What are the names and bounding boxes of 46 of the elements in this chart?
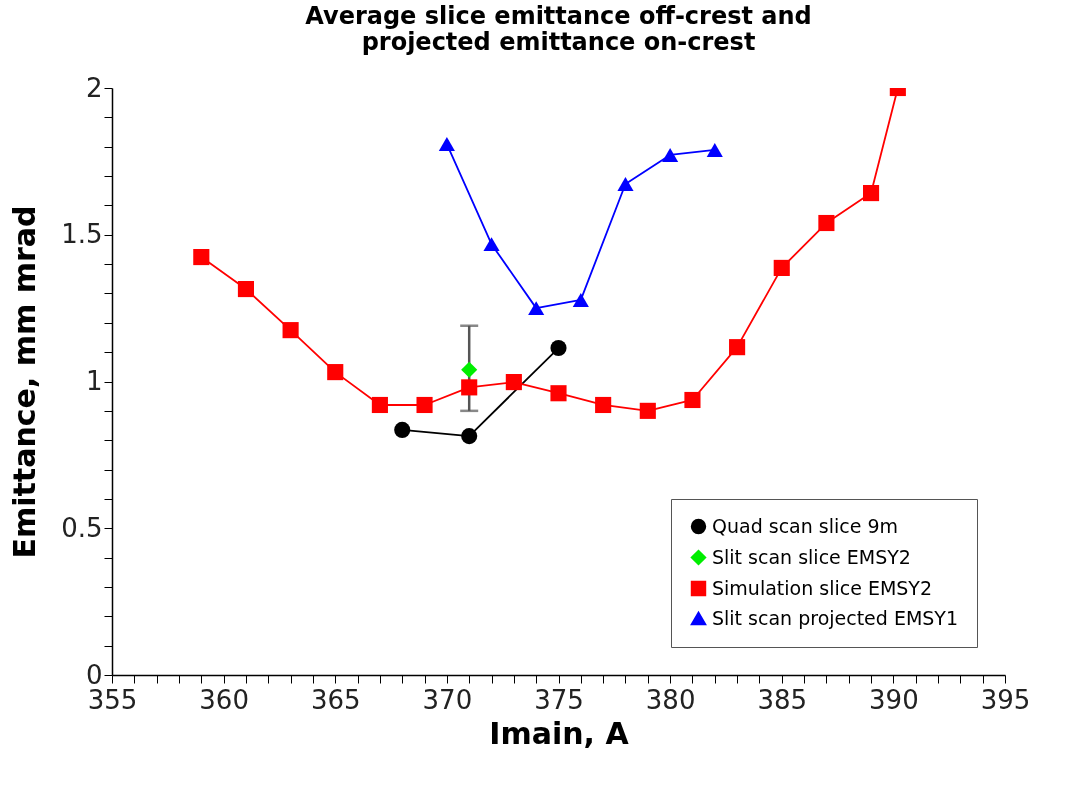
- x-tick-label: 375: [534, 684, 584, 715]
- point: [662, 147, 679, 162]
- point: [327, 364, 344, 381]
- x-tick-label: 370: [422, 684, 473, 715]
- legend-label: Quad scan slice 9m: [712, 514, 899, 537]
- y-axis-title: Emittance, mm mrad: [7, 205, 43, 559]
- y-tick-label: 2: [85, 72, 103, 103]
- x-tick-label: 385: [757, 684, 808, 715]
- point: [371, 396, 388, 414]
- y-tick-label: 1.5: [61, 219, 103, 250]
- chart-title: Average slice emittance off-crest and projected emittance on-crest: [305, 2, 812, 56]
- x-tick-label: 360: [199, 684, 249, 715]
- legend-label: Simulation slice EMSY2: [712, 576, 933, 599]
- point: [862, 185, 880, 202]
- point: [237, 280, 255, 298]
- point: [729, 339, 746, 356]
- point: [550, 339, 567, 357]
- point: [461, 379, 478, 396]
- point: [438, 137, 455, 152]
- point: [416, 396, 433, 414]
- point: [505, 374, 522, 391]
- x-tick-label: 380: [645, 684, 696, 715]
- point: [818, 214, 835, 232]
- x-tick-label: 390: [869, 684, 919, 715]
- x-axis-title: Imain, A: [489, 715, 630, 751]
- point: [394, 421, 411, 438]
- point: [773, 259, 790, 276]
- point: [572, 292, 589, 307]
- x-tick-label: 395: [980, 684, 1031, 715]
- point: [684, 391, 701, 409]
- point: [193, 248, 210, 266]
- legend-label: Slit scan projected EMSY1: [712, 606, 959, 629]
- point: [595, 396, 612, 414]
- point: [282, 322, 299, 339]
- point: [461, 361, 478, 378]
- point: [461, 428, 478, 445]
- point: [550, 385, 567, 402]
- y-tick-label: 0.5: [61, 512, 103, 543]
- x-tick-label: 365: [310, 684, 361, 715]
- point: [528, 301, 545, 316]
- point: [706, 142, 723, 157]
- point: [617, 176, 634, 191]
- y-tick-label: 1: [85, 366, 103, 396]
- point: [483, 237, 500, 252]
- point: [639, 402, 656, 419]
- legend-label: Slit scan slice EMSY2: [712, 545, 911, 568]
